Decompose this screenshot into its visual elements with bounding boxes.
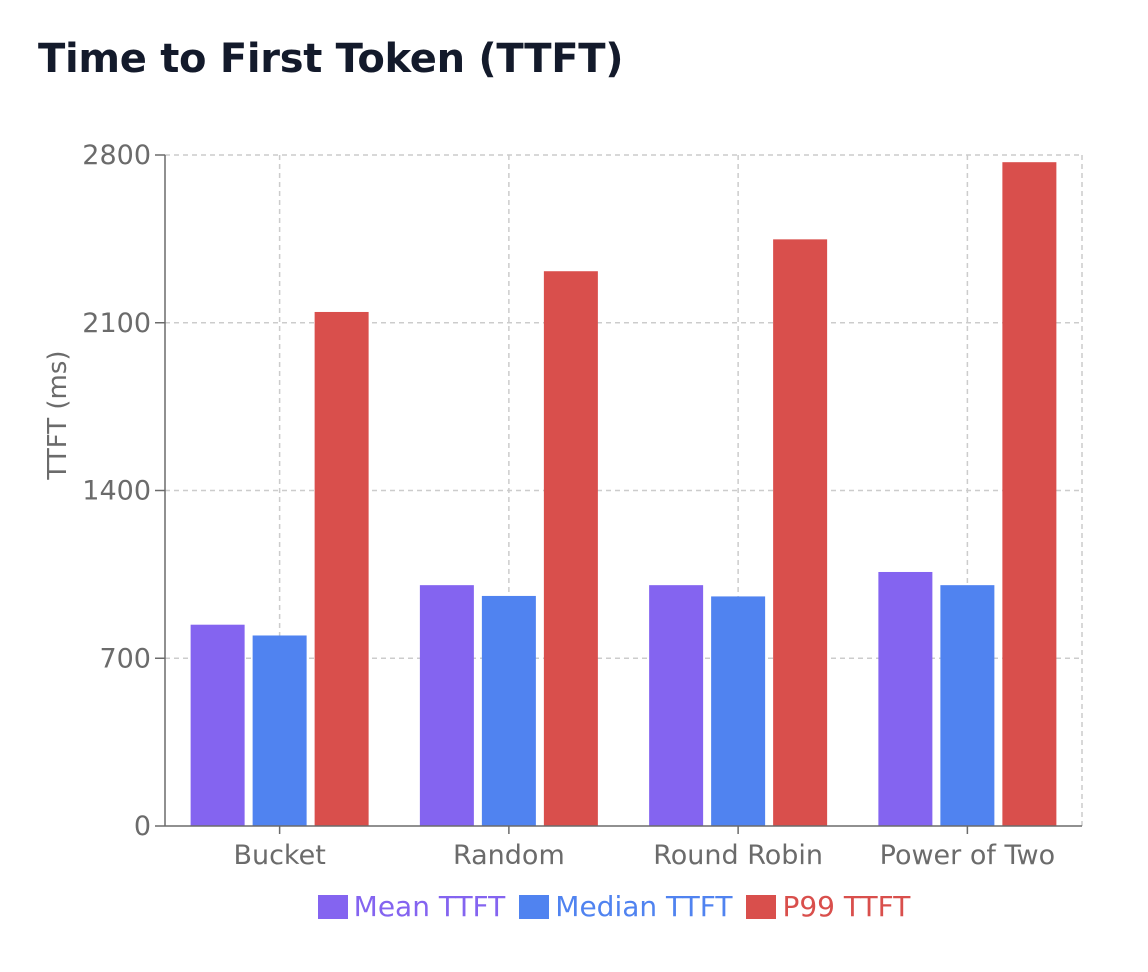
legend-swatch [519, 894, 550, 919]
bar-median-ttft [481, 595, 536, 826]
y-tick-label: 700 [99, 643, 151, 674]
x-tick-label: Random [453, 840, 565, 871]
bar-p99-ttft [543, 271, 598, 826]
tick-labels: 0 700 1400 2100 2800 Bucket Random Round Robin P… [82, 140, 1055, 871]
bar-mean-ttft [878, 571, 933, 826]
legend-item: Mean TTFT [317, 890, 506, 923]
bar-median-ttft [940, 585, 995, 826]
legend-swatch [746, 894, 777, 919]
bar-chart: 0 700 1400 2100 2800 Bucket Random Round Robin P… [43, 140, 1083, 871]
legend-item: Median TTFT [519, 890, 732, 923]
bar-mean-ttft [190, 624, 245, 826]
legend-label: P99 TTFT [782, 890, 911, 923]
legend-item: P99 TTFT [746, 890, 910, 923]
axes [155, 154, 1082, 834]
chart-title: Time to First Token (TTFT) [38, 36, 624, 82]
y-tick-label: 1400 [82, 476, 151, 507]
bar-p99-ttft [1002, 162, 1057, 827]
x-tick-label: Bucket [233, 840, 325, 871]
legend: Mean TTFT Median TTFT P99 TTFT [0, 890, 1148, 923]
bar-mean-ttft [649, 585, 704, 826]
legend-label: Mean TTFT [353, 890, 506, 923]
y-tick-label: 2100 [82, 308, 151, 339]
bar-p99-ttft [773, 239, 828, 827]
bars [190, 162, 1057, 827]
y-tick-label: 2800 [82, 140, 151, 171]
bar-median-ttft [252, 635, 307, 826]
y-tick-label: 0 [134, 811, 151, 842]
y-axis-label: TTFT (ms) [43, 350, 73, 480]
legend-label: Median TTFT [555, 890, 733, 923]
bar-mean-ttft [419, 585, 474, 826]
x-tick-label: Power of Two [880, 840, 1055, 871]
legend-swatch [317, 894, 348, 919]
bar-median-ttft [711, 596, 766, 826]
x-tick-label: Round Robin [653, 840, 823, 871]
bar-p99-ttft [314, 311, 369, 826]
